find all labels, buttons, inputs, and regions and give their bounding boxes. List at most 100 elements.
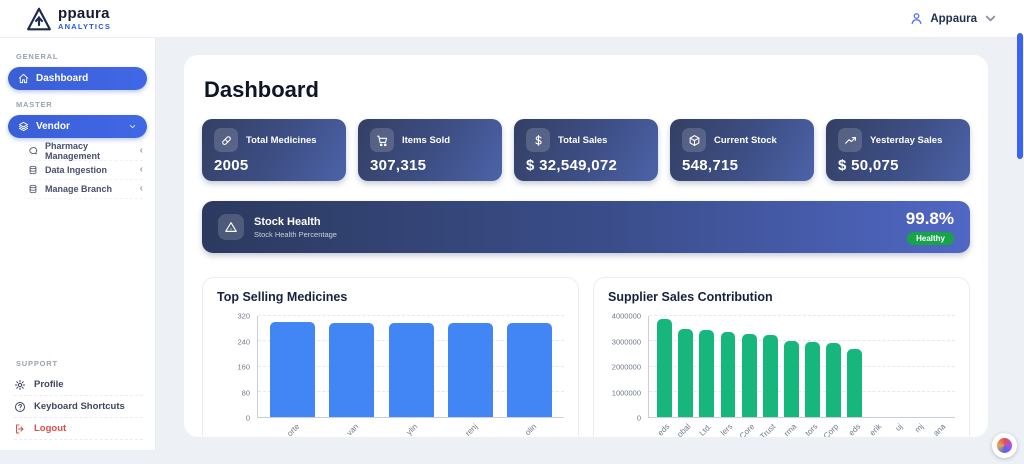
database-icon bbox=[28, 184, 38, 194]
x-tick-label: van bbox=[344, 422, 361, 437]
x-axis-labels: orte van ylin renj olin bbox=[257, 418, 564, 437]
stat-value: $ 50,075 bbox=[838, 157, 899, 174]
package-icon bbox=[688, 134, 701, 147]
y-tick-label: 160 bbox=[237, 362, 250, 372]
bar bbox=[270, 322, 316, 417]
bar bbox=[784, 340, 799, 417]
warning-triangle-icon bbox=[218, 214, 244, 240]
gridline bbox=[649, 340, 955, 342]
page-title: Dashboard bbox=[204, 77, 319, 102]
x-tick-label: renj bbox=[463, 422, 480, 437]
pill-icon bbox=[220, 134, 233, 147]
trend-up-icon bbox=[844, 134, 857, 147]
top-header: ppaura ANALYTICS Appaura bbox=[0, 0, 1024, 38]
extension-badge[interactable] bbox=[992, 433, 1017, 458]
y-tick-label: 0 bbox=[245, 413, 250, 423]
bar bbox=[762, 334, 778, 417]
chart-card-supplier-sales-contribution: Supplier Sales Contribution 0 1000000 20000… bbox=[593, 277, 970, 437]
sidebar-item-profile[interactable]: Profile bbox=[14, 374, 143, 396]
chart-title: Top Selling Medicines bbox=[217, 290, 348, 304]
stock-health-banner: Stock Health Stock Health Percentage 99.… bbox=[202, 201, 970, 253]
plot-area bbox=[257, 315, 564, 418]
extension-icon bbox=[997, 438, 1012, 453]
bar bbox=[447, 323, 493, 417]
sidebar-subitem-data-ingestion[interactable]: Data Ingestion ‹ bbox=[28, 161, 143, 180]
bar bbox=[847, 349, 863, 417]
sidebar-subitem-label: Data Ingestion bbox=[45, 165, 108, 175]
section-label-master: MASTER bbox=[16, 100, 53, 109]
chart-card-top-selling-medicines: Top Selling Medicines 0 80 160 240 320 orte van… bbox=[202, 277, 579, 437]
home-icon bbox=[18, 73, 29, 84]
y-tick-label: 2000000 bbox=[611, 362, 641, 372]
trend-up-icon bbox=[838, 128, 862, 152]
x-tick-label: eds bbox=[846, 422, 862, 437]
cart-icon bbox=[370, 128, 394, 152]
help-circle-icon bbox=[14, 401, 26, 413]
stat-label: Current Stock bbox=[714, 134, 777, 146]
stat-value: $ 32,549,072 bbox=[526, 157, 618, 174]
user-icon bbox=[909, 11, 924, 26]
sidebar-subitem-manage-branch[interactable]: Manage Branch ‹ bbox=[28, 180, 143, 199]
stat-label: Items Sold bbox=[402, 134, 451, 146]
x-tick-label: Corp bbox=[822, 422, 841, 437]
y-axis: 0 1000000 2000000 3000000 4000000 bbox=[608, 312, 648, 423]
stat-card-items-sold: Items Sold 307,315 bbox=[358, 119, 502, 181]
x-tick-label: mj bbox=[913, 422, 926, 435]
stat-card-current-stock: Current Stock 548,715 bbox=[670, 119, 814, 181]
y-tick-label: 240 bbox=[237, 337, 250, 346]
bar bbox=[678, 329, 694, 417]
section-label-general: GENERAL bbox=[16, 52, 59, 61]
sidebar-item-keyboard-shortcuts[interactable]: Keyboard Shortcuts bbox=[14, 396, 143, 418]
plot-area bbox=[648, 315, 955, 418]
x-tick-label: ana bbox=[931, 422, 947, 437]
stat-value: 307,315 bbox=[370, 157, 427, 174]
bar bbox=[506, 323, 552, 417]
bar bbox=[388, 322, 434, 417]
x-tick-label: olin bbox=[523, 422, 539, 437]
y-tick-label: 3000000 bbox=[611, 337, 641, 346]
y-tick-label: 1000000 bbox=[611, 388, 641, 397]
bar bbox=[699, 329, 715, 417]
sidebar-subitem-label: Manage Branch bbox=[45, 184, 113, 194]
stat-value: 548,715 bbox=[682, 157, 739, 174]
sidebar-subitem-pharmacy-management[interactable]: Pharmacy Management ‹ bbox=[28, 141, 143, 161]
sidebar-item-label: Keyboard Shortcuts bbox=[34, 401, 125, 412]
package-icon bbox=[682, 128, 706, 152]
bar bbox=[826, 343, 842, 417]
stat-label: Total Medicines bbox=[246, 134, 317, 146]
chart-title: Supplier Sales Contribution bbox=[608, 290, 773, 304]
logo-triangle-icon bbox=[26, 6, 52, 32]
chevron-left-icon: ‹ bbox=[139, 183, 143, 194]
section-label-support: SUPPORT bbox=[16, 359, 58, 368]
gridline bbox=[258, 315, 564, 316]
y-tick-label: 80 bbox=[241, 388, 250, 397]
x-tick-label: obal bbox=[675, 422, 693, 437]
gridline bbox=[649, 365, 955, 367]
user-menu[interactable]: Appaura bbox=[909, 11, 998, 26]
brand-subtitle: ANALYTICS bbox=[58, 22, 112, 32]
x-tick-label: erik bbox=[867, 422, 884, 437]
sidebar-item-dashboard[interactable]: Dashboard bbox=[8, 67, 147, 90]
sidebar-subitem-label: Pharmacy Management bbox=[45, 141, 101, 161]
scrollbar-thumb[interactable] bbox=[1017, 33, 1023, 159]
sidebar-item-vendor[interactable]: Vendor bbox=[8, 115, 147, 138]
user-name: Appaura bbox=[930, 12, 977, 25]
gear-icon bbox=[14, 379, 26, 391]
chevron-left-icon: ‹ bbox=[139, 164, 143, 175]
x-tick-label: orte bbox=[284, 422, 302, 437]
stat-cards-row: Total Medicines 2005 Items Sold 307,315 Tota… bbox=[202, 119, 970, 181]
bar bbox=[720, 332, 736, 417]
stock-health-subtitle: Stock Health Percentage bbox=[254, 229, 337, 239]
sidebar-item-logout[interactable]: Logout bbox=[14, 418, 143, 440]
charts-row: Top Selling Medicines 0 80 160 240 320 orte van… bbox=[202, 277, 970, 437]
stat-card-yesterday-sales: Yesterday Sales $ 50,075 bbox=[826, 119, 970, 181]
gridline bbox=[649, 315, 955, 316]
x-tick-label: eds bbox=[655, 422, 672, 437]
database-icon bbox=[28, 165, 38, 175]
sidebar-item-label: Vendor bbox=[36, 121, 70, 132]
stat-label: Total Sales bbox=[558, 134, 608, 146]
bar bbox=[805, 342, 820, 417]
x-tick-label: lers bbox=[719, 422, 735, 437]
sidebar-item-label: Profile bbox=[34, 379, 64, 390]
main-panel: Dashboard Total Medicines 2005 Items Sold 3… bbox=[184, 55, 988, 437]
